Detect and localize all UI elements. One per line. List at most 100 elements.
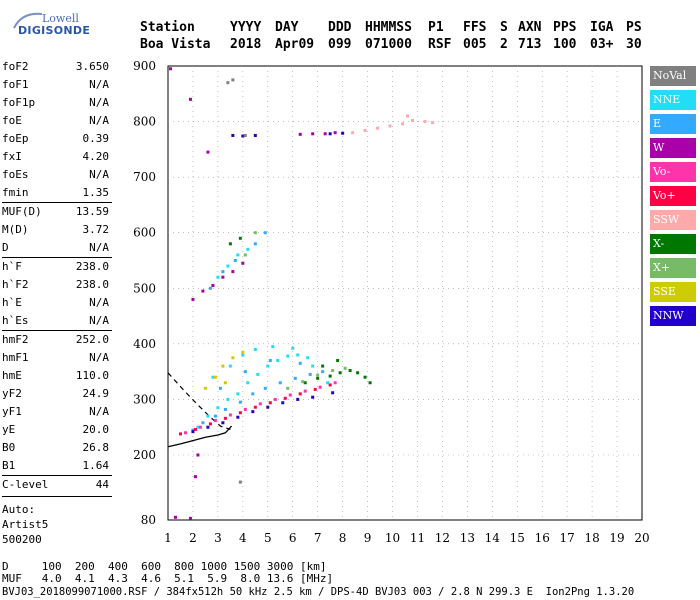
data-point (328, 132, 332, 136)
data-point (410, 118, 414, 122)
data-point (246, 381, 250, 385)
param-row: fxI 4.20 (2, 148, 112, 166)
param-divider (2, 257, 112, 258)
x-tick-label: 7 (314, 531, 322, 545)
x-tick-label: 9 (364, 531, 372, 545)
param-name: h`F2 (2, 278, 29, 291)
param-value: 20.0 (82, 423, 110, 436)
header-label: PPS (553, 20, 577, 35)
param-row: foF1p N/A (2, 94, 112, 112)
data-point (273, 397, 277, 401)
data-point (178, 432, 182, 436)
data-point (228, 242, 232, 246)
header-label: DDD (328, 20, 352, 35)
param-row: foE N/A (2, 112, 112, 130)
data-point (253, 231, 257, 235)
param-name: foF1p (2, 96, 36, 109)
data-point (226, 81, 230, 85)
legend-item: NNE (650, 90, 696, 110)
data-point (338, 371, 342, 375)
param-value: 238.0 (75, 260, 109, 273)
logo-swoosh-icon (13, 12, 43, 29)
data-point (238, 236, 242, 240)
param-value: 26.8 (82, 441, 110, 454)
param-name: fxI (2, 150, 22, 163)
data-point (221, 270, 225, 274)
param-name: hmE (2, 369, 22, 382)
data-point (306, 356, 310, 360)
param-row: h`F 238.0 (2, 258, 112, 276)
data-point (323, 132, 327, 136)
data-point (296, 353, 300, 357)
axn-value: 713 (518, 37, 542, 52)
data-point (348, 369, 352, 373)
data-point (298, 392, 302, 396)
param-row: foF2 3.650 (2, 58, 112, 76)
data-point (430, 121, 434, 125)
data-point (251, 392, 255, 396)
data-point (276, 359, 280, 363)
header-label: AXN (518, 20, 542, 35)
param-row: h`Es N/A (2, 312, 112, 330)
y-tick-label: 80 (141, 513, 156, 527)
data-point (231, 78, 235, 82)
ddd-value: 099 (328, 37, 352, 52)
y-tick-label: 700 (133, 170, 156, 184)
header-label: FFS (463, 20, 487, 35)
data-point (291, 346, 295, 350)
s-value: 2 (500, 37, 508, 52)
data-point (298, 361, 302, 365)
header-label: IGA (590, 20, 614, 35)
x-tick-label: 19 (609, 531, 624, 545)
data-point (241, 261, 245, 265)
data-point (268, 401, 272, 405)
param-value: 4.20 (82, 150, 110, 163)
x-tick-label: 20 (634, 531, 649, 545)
data-point (213, 375, 217, 379)
profile-curve-dashed (167, 372, 231, 430)
param-value: 44 (95, 478, 109, 491)
param-name: h`E (2, 296, 22, 309)
param-row: hmF2 252.0 (2, 331, 112, 349)
data-point (258, 402, 262, 406)
auto-line: 500200 (2, 533, 42, 546)
data-point (283, 396, 287, 400)
y-tick-label: 500 (133, 281, 156, 295)
data-point (388, 124, 392, 128)
logo-digisonde: DIGISONDE (18, 24, 91, 37)
data-point (405, 114, 409, 118)
y-tick-label: 200 (133, 448, 156, 462)
x-tick-label: 11 (410, 531, 425, 545)
data-point (223, 407, 227, 411)
x-tick-label: 15 (510, 531, 525, 545)
data-point (253, 133, 257, 137)
param-value: N/A (89, 114, 109, 127)
param-name: hmF2 (2, 333, 29, 346)
data-point (193, 475, 197, 479)
data-point (318, 385, 322, 389)
data-point (221, 275, 225, 279)
data-point (311, 364, 315, 368)
data-point (266, 364, 270, 368)
data-point (293, 376, 297, 380)
param-row: M(D) 3.72 (2, 221, 112, 239)
param-name: M(D) (2, 223, 29, 236)
auto-line: Artist5 (2, 518, 49, 531)
x-tick-label: 1 (164, 531, 172, 545)
param-value: 13.59 (75, 205, 109, 218)
param-name: MUF(D) (2, 205, 42, 218)
pps-value: 100 (553, 37, 577, 52)
param-value: 1.64 (82, 459, 110, 472)
data-point (343, 366, 347, 370)
legend-item: NNW (650, 306, 696, 326)
data-point (363, 128, 367, 132)
data-point (201, 421, 205, 425)
param-name: foEp (2, 132, 29, 145)
param-row: B1 1.64 (2, 457, 112, 475)
x-tick-label: 8 (339, 531, 347, 545)
data-point (298, 132, 302, 136)
param-name: foE (2, 114, 22, 127)
y-tick-label: 800 (133, 115, 156, 129)
data-point (201, 289, 205, 293)
param-row: yF2 24.9 (2, 385, 112, 403)
